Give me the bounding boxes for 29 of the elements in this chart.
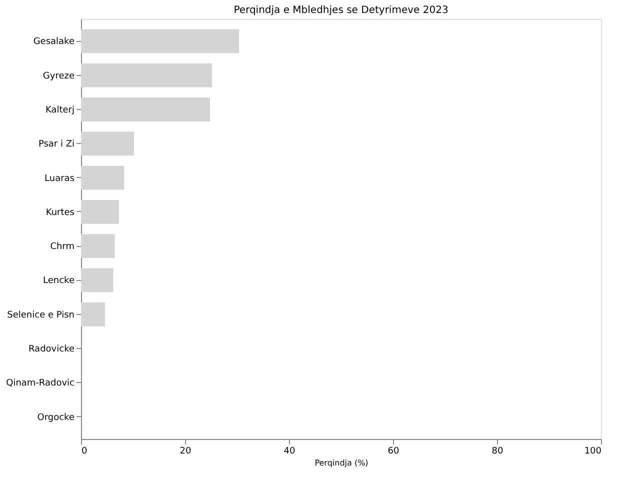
bar <box>81 234 115 258</box>
y-tick-label: Selenice e Pisn <box>7 310 74 320</box>
x-tick-label: 40 <box>284 446 296 456</box>
y-tick-label: Gesalake <box>33 37 75 48</box>
y-tick-label: Orgocke <box>37 412 75 423</box>
y-tick-label: Psar i Zi <box>38 140 74 150</box>
bar <box>81 98 210 122</box>
x-tick-label: 80 <box>492 446 504 456</box>
y-tick-label: Qinam-Radovic <box>6 378 75 389</box>
chart-title: Perqindja e Mbledhjes se Detyrimeve 2023 <box>234 5 448 16</box>
bar <box>81 200 119 224</box>
y-tick-label: Lencke <box>43 276 75 286</box>
x-tick-label: 60 <box>388 446 400 456</box>
y-tick-label: Radovicke <box>28 344 75 355</box>
x-tick-label: 100 <box>584 446 602 456</box>
bar <box>81 63 212 88</box>
y-tick-label: Chrm <box>50 242 74 252</box>
bar <box>81 268 114 292</box>
bar <box>81 132 134 156</box>
x-axis-title: Perqindja (%) <box>314 458 368 468</box>
x-tick-label: 0 <box>82 446 88 456</box>
y-tick-label: Kalterj <box>45 105 74 116</box>
y-tick-label: Kurtes <box>46 208 75 218</box>
y-tick-label: Gyreze <box>42 71 75 82</box>
y-tick-label: Luaras <box>44 174 75 184</box>
bar <box>81 166 124 190</box>
bar <box>81 302 105 326</box>
x-tick-label: 20 <box>180 446 192 456</box>
bar <box>81 29 240 54</box>
